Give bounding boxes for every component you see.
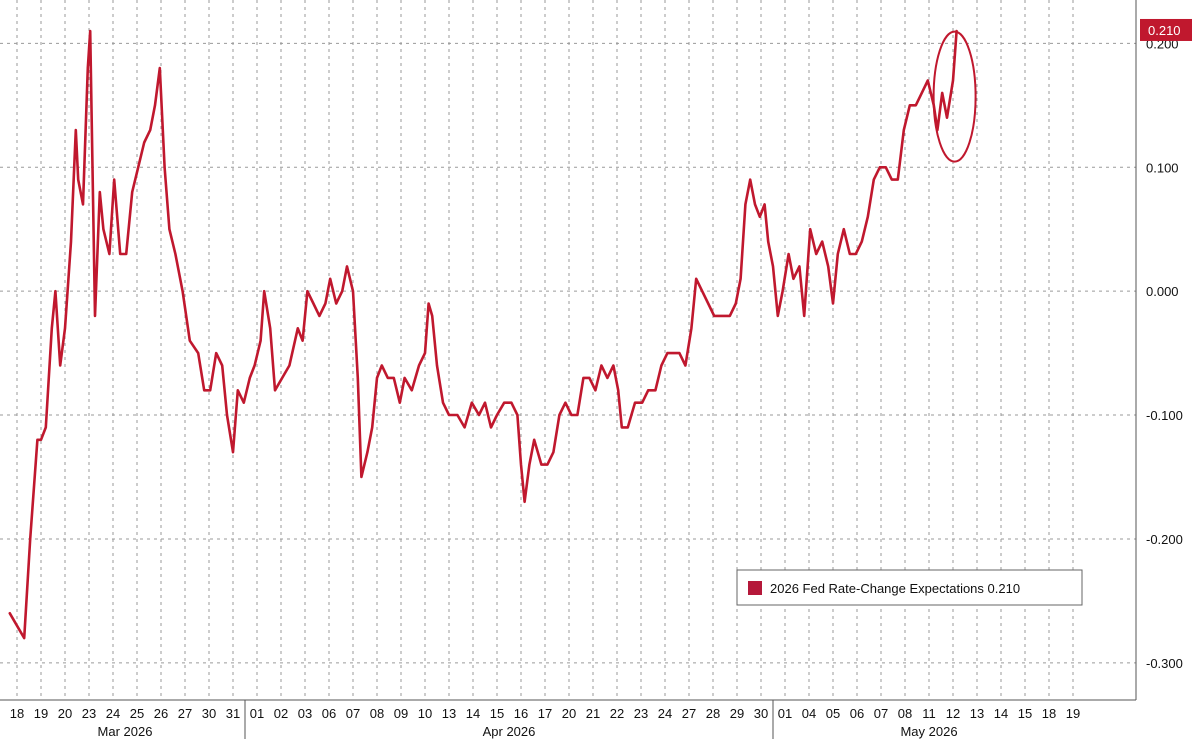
x-tick-label: 14 (994, 706, 1008, 721)
x-tick-label: 15 (490, 706, 504, 721)
x-tick-label: 23 (634, 706, 648, 721)
x-tick-label: 28 (706, 706, 720, 721)
x-tick-label: 15 (1018, 706, 1032, 721)
x-tick-label: 01 (250, 706, 264, 721)
month-label: Apr 2026 (483, 724, 536, 739)
x-tick-label: 16 (514, 706, 528, 721)
x-tick-label: 17 (538, 706, 552, 721)
x-tick-label: 18 (10, 706, 24, 721)
x-tick-label: 11 (922, 706, 936, 721)
x-tick-label: 14 (466, 706, 480, 721)
x-tick-label: 30 (754, 706, 768, 721)
x-tick-label: 07 (874, 706, 888, 721)
x-tick-label: 09 (394, 706, 408, 721)
month-label: Mar 2026 (98, 724, 153, 739)
x-tick-label: 19 (1066, 706, 1080, 721)
y-tick-label: -0.200 (1146, 532, 1183, 547)
x-tick-label: 08 (898, 706, 912, 721)
x-tick-label: 01 (778, 706, 792, 721)
x-tick-label: 13 (970, 706, 984, 721)
x-tick-label: 06 (322, 706, 336, 721)
y-tick-label: -0.300 (1146, 656, 1183, 671)
x-tick-label: 18 (1042, 706, 1056, 721)
x-tick-label: 20 (562, 706, 576, 721)
last-value-label: 0.210 (1148, 23, 1181, 38)
y-tick-label: -0.100 (1146, 408, 1183, 423)
x-tick-label: 05 (826, 706, 840, 721)
x-tick-label: 27 (178, 706, 192, 721)
highlight-ellipse (932, 30, 977, 163)
month-label: May 2026 (900, 724, 957, 739)
x-tick-label: 04 (802, 706, 816, 721)
x-tick-label: 27 (682, 706, 696, 721)
legend-box (736, 569, 1083, 606)
legend-label: 2026 Fed Rate-Change Expectations 0.210 (770, 581, 1020, 596)
x-tick-label: 06 (850, 706, 864, 721)
x-tick-label: 21 (586, 706, 600, 721)
x-tick-label: 10 (418, 706, 432, 721)
x-tick-label: 31 (226, 706, 240, 721)
axis-layer (0, 0, 1137, 701)
x-tick-label: 25 (130, 706, 144, 721)
x-tick-label: 20 (58, 706, 72, 721)
legend-swatch (748, 581, 762, 595)
series-line (8, 29, 958, 640)
x-tick-label: 02 (274, 706, 288, 721)
x-tick-label: 24 (106, 706, 120, 721)
x-tick-label: 13 (442, 706, 456, 721)
x-tick-label: 22 (610, 706, 624, 721)
month-labels: Mar 2026 Apr 2026 May 2026 (98, 700, 958, 739)
x-axis-ticks: 18 19 20 23 24 25 26 27 30 31 01 02 03 06 07 08 09 10 13 14… (10, 706, 1080, 721)
x-tick-label: 12 (946, 706, 960, 721)
x-tick-label: 23 (82, 706, 96, 721)
x-tick-label: 19 (34, 706, 48, 721)
y-tick-label: 0.000 (1146, 284, 1179, 299)
y-tick-label: 0.100 (1146, 160, 1179, 175)
x-tick-label: 26 (154, 706, 168, 721)
x-tick-label: 03 (298, 706, 312, 721)
annotation-layer: 0.210 (932, 18, 1192, 163)
x-tick-label: 07 (346, 706, 360, 721)
legend: 2026 Fed Rate-Change Expectations 0.210 (736, 569, 1083, 606)
last-value-badge (1140, 18, 1192, 41)
x-tick-label: 30 (202, 706, 216, 721)
series-layer (8, 29, 958, 640)
x-tick-label: 29 (730, 706, 744, 721)
x-tick-label: 24 (658, 706, 672, 721)
x-tick-label: 08 (370, 706, 384, 721)
